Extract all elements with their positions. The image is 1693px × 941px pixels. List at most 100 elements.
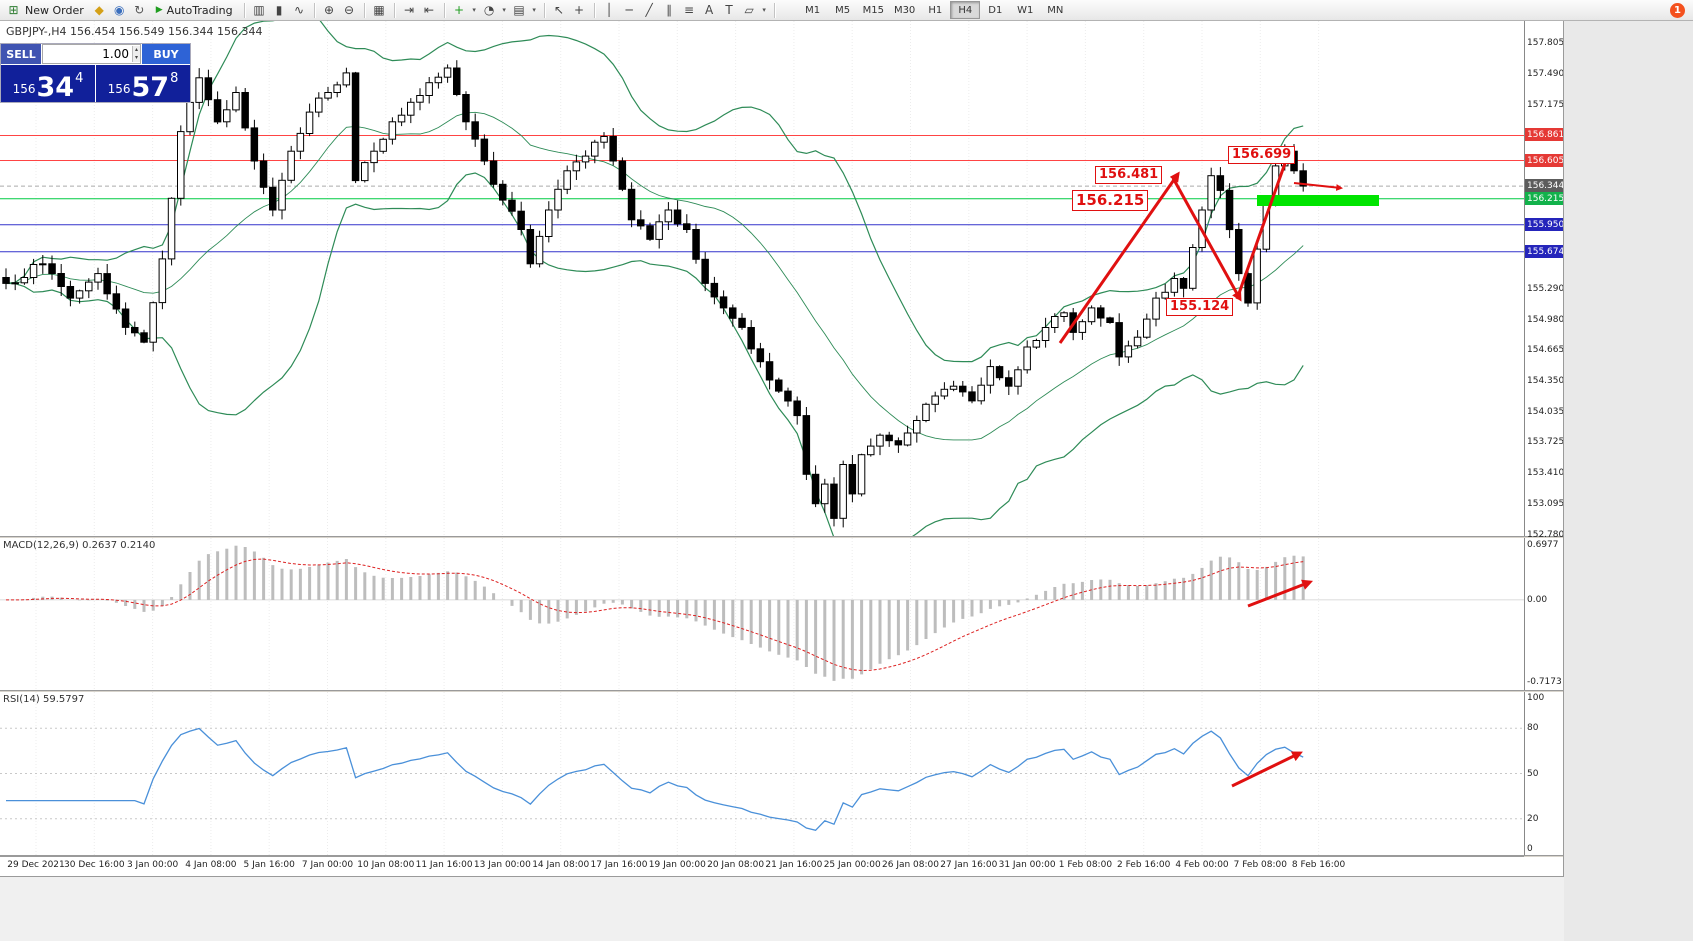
macd-axis-label: 0.00 [1527, 594, 1548, 605]
metaeditor-icon[interactable]: ◆ [94, 3, 104, 17]
date-label: 4 Feb 00:00 [1175, 860, 1229, 870]
rsi-panel[interactable]: RSI(14) 59.5797 [0, 692, 1524, 855]
annotation-price-label[interactable]: 156.699 [1228, 146, 1296, 165]
date-label: 19 Jan 00:00 [648, 860, 706, 870]
dropdown-arrow-icon[interactable]: ▾ [502, 6, 506, 14]
vertical-line-icon[interactable]: │ [605, 3, 613, 17]
text-icon[interactable]: A [704, 3, 714, 17]
price-axis-label: 153.095 [1527, 499, 1564, 509]
date-label: 4 Jan 08:00 [185, 860, 237, 870]
timeframe-h4[interactable]: H4 [950, 1, 981, 19]
panel-separator[interactable] [0, 536, 1563, 538]
candlestick-chart-icon[interactable]: ▮ [275, 3, 283, 17]
volume-up-button[interactable]: ▴ [132, 46, 140, 54]
date-label: 29 Dec 2021 [7, 860, 65, 870]
date-axis[interactable]: 29 Dec 2021 30 Dec 16:00 3 Jan 00:00 4 Jan … [0, 856, 1524, 875]
chart-symbol-title: GBPJPY-,H4 156.454 156.549 156.344 156.3… [6, 25, 262, 38]
fibonacci-icon[interactable]: ≡ [684, 3, 695, 17]
timeframe-m1[interactable]: M1 [805, 4, 821, 16]
autotrading-button[interactable]: ▶ AutoTrading [150, 2, 239, 19]
auto-scroll-icon[interactable]: ⇥ [404, 3, 415, 17]
date-label: 7 Jan 00:00 [301, 860, 354, 870]
crosshair-icon[interactable]: + [574, 3, 585, 17]
date-label: 11 Jan 16:00 [415, 860, 473, 870]
notification-badge[interactable]: 1 [1670, 2, 1685, 18]
zoom-out-icon[interactable]: ⊖ [344, 3, 355, 17]
panel-separator[interactable] [0, 690, 1563, 692]
autotrading-play-icon: ▶ [155, 5, 163, 15]
sell-button[interactable]: SELL [1, 44, 41, 64]
price-axis-label: 154.035 [1527, 407, 1564, 417]
periods-icon[interactable]: ◔ [483, 3, 495, 17]
zoom-in-icon[interactable]: ⊕ [324, 3, 335, 17]
rsi-axis[interactable]: 100 80 50 20 0 [1524, 692, 1563, 855]
rsi-axis-label: 100 [1527, 693, 1545, 703]
annotation-price-label[interactable]: 156.481 [1095, 166, 1163, 185]
rsi-chart[interactable] [0, 692, 1524, 855]
date-label: 5 Jan 16:00 [243, 860, 295, 870]
date-label: 8 Feb 16:00 [1291, 860, 1346, 870]
trendline-icon[interactable]: ╱ [645, 3, 653, 17]
price-axis-label: 157.805 [1527, 38, 1564, 48]
timeframe-buttons: M1 M5 M15 M30 H1 H4 D1 W1 MN [798, 1, 1071, 19]
candlestick-chart[interactable] [0, 21, 1524, 536]
buy-price-figure: 156 [107, 82, 131, 96]
main-chart[interactable]: GBPJPY-,H4 156.454 156.549 156.344 156.3… [0, 21, 1524, 536]
new-order-button[interactable]: New Order [25, 3, 84, 17]
annotation-price-label[interactable]: 155.124 [1166, 298, 1234, 317]
chart-window: GBPJPY-,H4 156.454 156.549 156.344 156.3… [0, 21, 1564, 877]
dropdown-arrow-icon[interactable]: ▾ [532, 6, 536, 14]
rsi-axis-label: 0 [1527, 844, 1533, 854]
toolbar-separator [543, 2, 545, 18]
equidistant-channel-icon[interactable]: ∥ [666, 3, 673, 17]
toolbar-separator [443, 2, 445, 18]
timeframe-m5[interactable]: M5 [835, 4, 851, 16]
timeframe-m15[interactable]: M15 [862, 4, 884, 16]
volume-value: 1.00 [102, 47, 129, 61]
line-chart-icon[interactable]: ∿ [294, 3, 305, 17]
timeframe-h1[interactable]: H1 [928, 4, 943, 16]
dropdown-arrow-icon[interactable]: ▾ [762, 6, 766, 14]
dropdown-arrow-icon[interactable]: ▾ [472, 6, 476, 14]
price-axis-label: 153.725 [1527, 437, 1564, 447]
workspace-background [1564, 21, 1693, 941]
indicators-icon[interactable]: + [454, 3, 465, 17]
annotation-price-label[interactable]: 156.215 [1072, 190, 1149, 211]
volume-input[interactable]: 1.00 ▴ ▾ [42, 44, 141, 64]
templates-icon[interactable]: ▤ [513, 3, 525, 17]
cursor-icon[interactable]: ↖ [554, 3, 565, 17]
date-label: 3 Jan 00:00 [126, 860, 179, 870]
volume-down-button[interactable]: ▾ [132, 54, 140, 62]
macd-chart[interactable] [0, 538, 1524, 690]
sell-price-pips: 34 [36, 72, 75, 104]
text-label-icon[interactable]: T [725, 3, 733, 17]
price-axis-label: 154.980 [1527, 315, 1564, 325]
tile-windows-icon[interactable]: ▦ [373, 3, 385, 17]
price-axis-label: 157.175 [1527, 100, 1564, 110]
horizontal-line-icon[interactable]: ─ [625, 3, 633, 17]
timeframe-m30[interactable]: M30 [893, 4, 916, 16]
timeframe-mn[interactable]: MN [1047, 4, 1064, 16]
refresh-icon[interactable]: ↻ [134, 3, 145, 17]
timeframe-d1[interactable]: D1 [988, 4, 1003, 16]
buy-price[interactable]: 156 57 8 [96, 65, 190, 102]
community-icon[interactable]: ◉ [114, 3, 125, 17]
price-badge: 156.215 [1525, 192, 1564, 205]
date-label: 1 Feb 08:00 [1058, 860, 1113, 870]
bar-chart-icon[interactable]: ▥ [253, 3, 265, 17]
macd-panel[interactable]: MACD(12,26,9) 0.2637 0.2140 [0, 538, 1524, 690]
arrows-icon[interactable]: ▱ [744, 3, 754, 17]
price-axis[interactable]: 157.805 157.490 157.175 155.290 154.980 154.6… [1524, 21, 1564, 540]
buy-button[interactable]: BUY [142, 44, 190, 64]
toolbar-separator [363, 2, 365, 18]
timeframe-w1[interactable]: W1 [1017, 4, 1034, 16]
date-label: 26 Jan 08:00 [882, 860, 939, 870]
price-badge: 156.344 [1525, 179, 1564, 192]
price-badge: 156.605 [1525, 154, 1564, 167]
rsi-axis-label: 20 [1527, 814, 1539, 824]
chart-shift-icon[interactable]: ⇤ [424, 3, 435, 17]
new-order-icon[interactable]: ⊞ [8, 3, 19, 17]
sell-price[interactable]: 156 34 4 [1, 65, 95, 102]
toolbar-separator [593, 2, 595, 18]
macd-axis[interactable]: 0.6977 0.00 -0.7173 [1524, 538, 1563, 690]
